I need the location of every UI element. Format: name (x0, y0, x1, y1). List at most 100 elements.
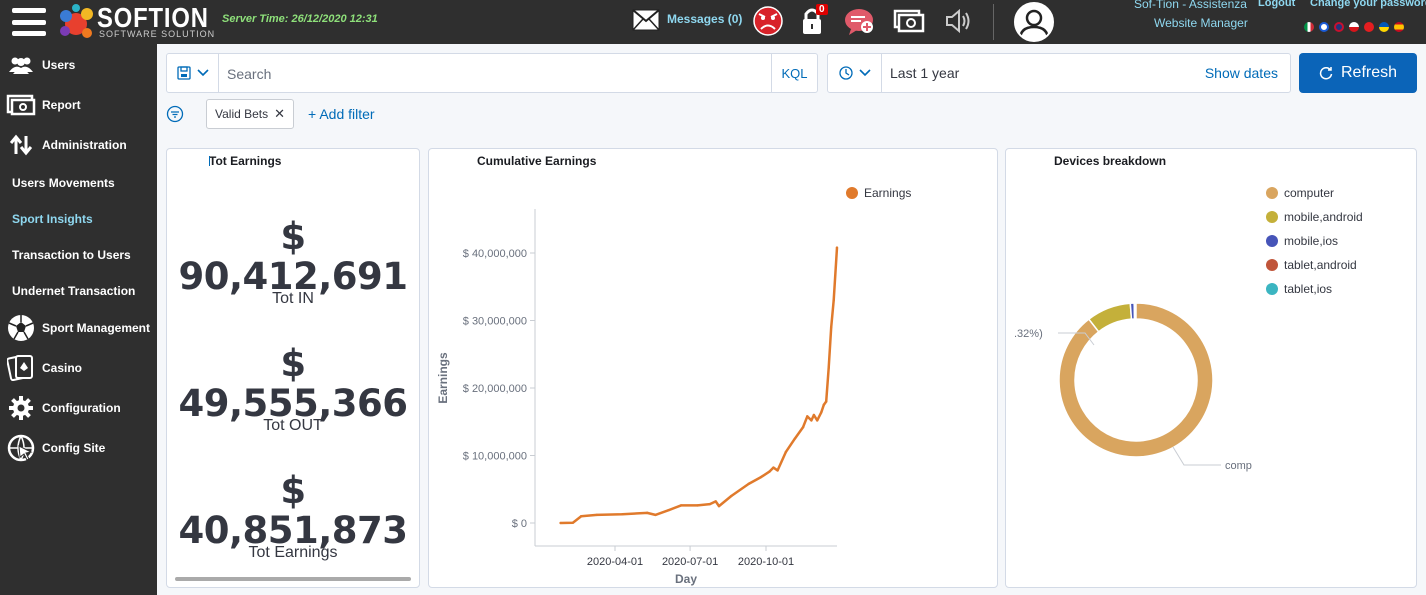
sidebar-item-casino[interactable]: Casino (0, 350, 157, 386)
slice-label-partial: .32%) (1014, 328, 1043, 340)
data-point (717, 504, 721, 508)
logo-balls-icon (60, 4, 93, 38)
earnings-series-line (560, 247, 839, 525)
data-point (679, 504, 683, 507)
panel-title: Tot Earnings (209, 154, 282, 168)
sidebar-item-sport-insights[interactable]: Sport Insights (0, 201, 157, 237)
metric-value: $ 40,851,873 (178, 469, 408, 552)
flag-albania-icon[interactable] (1364, 22, 1374, 32)
data-point (708, 502, 712, 506)
sidebar-item-users[interactable]: Users (0, 47, 157, 83)
sidebar: Users Report Administration Users Moveme… (0, 44, 157, 595)
money-transfer-icon[interactable] (891, 5, 925, 37)
sidebar-item-label: Users (42, 58, 76, 72)
flag-czech-icon[interactable] (1349, 22, 1359, 32)
data-point (784, 450, 788, 454)
saved-query-button[interactable] (167, 54, 219, 92)
add-filter-button[interactable]: + Add filter (308, 106, 375, 122)
sidebar-item-label: Casino (42, 361, 83, 375)
data-point (827, 366, 830, 369)
sidebar-item-undernet-transaction[interactable]: Undernet Transaction (0, 273, 157, 309)
data-point (832, 299, 835, 302)
flag-israel-icon[interactable] (1319, 22, 1329, 32)
data-point (793, 437, 797, 440)
data-point (825, 400, 828, 403)
sidebar-item-label: Report (42, 98, 81, 112)
change-password-link[interactable]: Change your password (1310, 0, 1426, 9)
top-bar: SOFTION SOFTWARE SOLUTION Server Time: 2… (0, 0, 1426, 44)
data-point (714, 500, 717, 503)
data-point (759, 475, 763, 479)
sidebar-item-administration[interactable]: Administration (0, 127, 157, 163)
chevron-down-icon (858, 69, 871, 77)
y-tick-label: $ 20,000,000 (463, 383, 527, 395)
data-point (595, 513, 599, 517)
hamburger-menu-icon[interactable] (12, 8, 46, 36)
panel-title: Cumulative Earnings (477, 154, 597, 168)
slice-label-partial: comp (1225, 460, 1252, 472)
sidebar-item-config-site[interactable]: Config Site (0, 430, 157, 466)
assistance-link[interactable]: Sof-Tion - Assistenza (1134, 0, 1247, 11)
speaker-icon[interactable] (941, 5, 975, 37)
data-point (645, 511, 649, 515)
flag-spain-icon[interactable] (1394, 22, 1404, 32)
sidebar-item-label: Sport Insights (12, 212, 93, 226)
data-point (815, 419, 819, 422)
data-point (579, 515, 583, 518)
website-manager-link[interactable]: Website Manager (1154, 16, 1248, 30)
date-range-value[interactable]: Last 1 year (890, 65, 960, 81)
sidebar-item-sport-management[interactable]: Sport Management (0, 310, 157, 346)
data-point (559, 521, 562, 525)
legend-label: computer (1284, 186, 1334, 200)
sidebar-item-configuration[interactable]: Configuration (0, 390, 157, 426)
flag-ukraine-icon[interactable] (1379, 22, 1389, 32)
search-input[interactable] (227, 63, 767, 85)
quick-select-button[interactable] (828, 54, 882, 92)
metric-value: $ 49,555,366 (178, 342, 408, 425)
messages-link[interactable]: Messages (0) (667, 12, 743, 26)
flag-uk-icon[interactable] (1334, 22, 1344, 32)
data-point (822, 403, 825, 407)
close-icon[interactable]: ✕ (274, 106, 286, 121)
filter-menu-icon[interactable] (166, 105, 184, 123)
filter-pill[interactable]: Valid Bets ✕ (206, 99, 295, 129)
clock-icon (838, 66, 853, 80)
panel-title: Devices breakdown (1054, 154, 1167, 168)
metric-label: Tot Earnings (248, 544, 338, 561)
leader-line (1058, 332, 1095, 346)
flag-italy-icon[interactable] (1304, 22, 1314, 32)
avatar[interactable] (1014, 2, 1054, 42)
chat-add-icon[interactable] (843, 5, 877, 37)
data-point (747, 482, 750, 486)
data-point (621, 513, 624, 516)
horizontal-scrollbar[interactable] (175, 577, 411, 581)
sidebar-item-transaction-to-users[interactable]: Transaction to Users (0, 237, 157, 273)
show-dates-link[interactable]: Show dates (1204, 65, 1278, 81)
legend-swatch (1266, 259, 1278, 271)
logout-link[interactable]: Logout (1258, 0, 1296, 9)
data-point (776, 469, 779, 472)
data-point (801, 425, 805, 429)
legend-swatch (1266, 187, 1278, 199)
header-divider (993, 4, 994, 40)
legend-swatch (1266, 235, 1278, 247)
data-point (667, 508, 670, 512)
refresh-button[interactable]: Refresh (1299, 53, 1417, 93)
x-tick-label: 2020-07-01 (662, 556, 718, 568)
data-point (772, 466, 775, 469)
transfer-arrows-icon (0, 134, 42, 156)
angry-face-icon[interactable] (751, 5, 785, 37)
refresh-icon (1319, 67, 1333, 80)
leader-line (1172, 446, 1221, 466)
sidebar-item-report[interactable]: Report (0, 87, 157, 123)
filter-pill-label: Valid Bets (215, 107, 269, 121)
legend-label: Earnings (864, 186, 911, 200)
soccer-ball-icon (0, 314, 42, 342)
server-time: Server Time: 26/12/2020 12:31 (222, 13, 378, 25)
envelope-icon[interactable] (632, 9, 660, 31)
kql-toggle[interactable]: KQL (771, 54, 817, 92)
main-content: KQL Last 1 year Show dates Refresh Valid… (157, 44, 1426, 595)
legend-label: mobile,ios (1284, 234, 1338, 248)
sidebar-item-users-movements[interactable]: Users Movements (0, 165, 157, 201)
sidebar-item-label: Undernet Transaction (12, 284, 136, 298)
